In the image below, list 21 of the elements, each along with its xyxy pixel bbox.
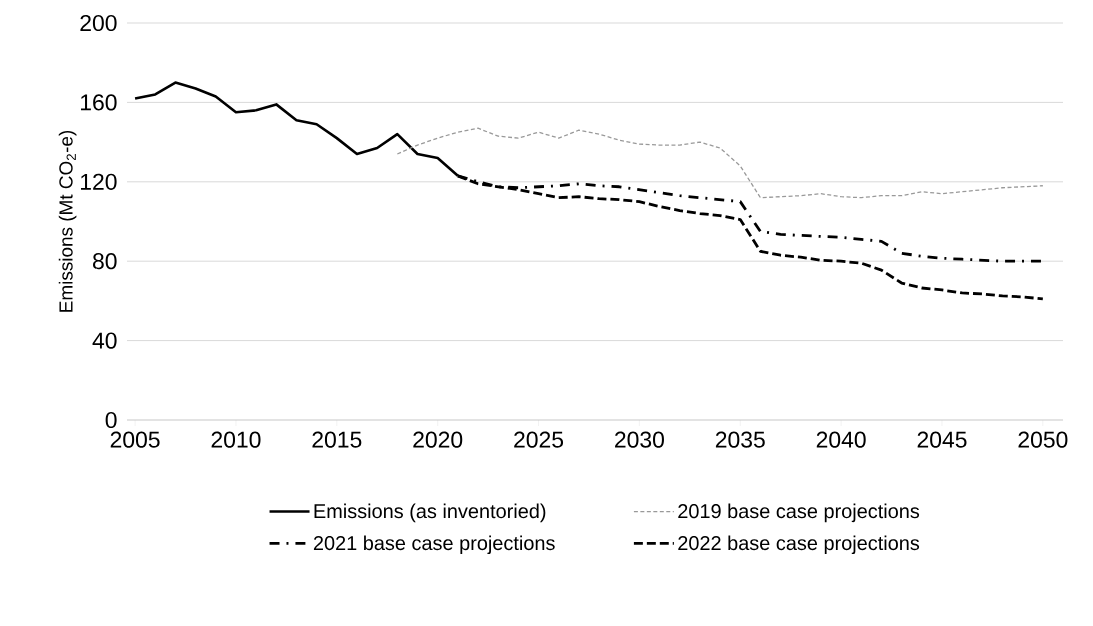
y-tick-label: 120	[81, 173, 117, 190]
legend-label: 2019 base case projections	[678, 503, 920, 523]
x-tick-label: 2005	[110, 431, 160, 448]
x-tick-label: 2050	[1018, 431, 1068, 448]
x-tick-label: 2015	[312, 431, 362, 448]
legend-label: 2021 base case projections	[313, 535, 555, 555]
x-tick-label: 2025	[514, 431, 564, 448]
y-tick-label: 160	[81, 94, 117, 111]
y-tick-label: 0	[105, 411, 117, 429]
x-tick-label: 2010	[211, 431, 261, 448]
legend-label: Emissions (as inventoried)	[314, 503, 546, 523]
legend-label: 2022 base case projections	[678, 535, 920, 555]
x-tick-label: 2030	[615, 431, 664, 448]
x-tick-label: 2045	[917, 431, 967, 448]
y-tick-label: 40	[92, 332, 117, 349]
y-tick-label: 200	[80, 14, 117, 32]
y-tick-label: 80	[93, 253, 117, 270]
x-tick-label: 2035	[715, 431, 765, 448]
x-tick-label: 2040	[816, 431, 866, 448]
y-axis-title: Emissions (Mt CO$_{2}$-e)	[58, 130, 77, 312]
x-tick-label: 2020	[413, 431, 463, 448]
